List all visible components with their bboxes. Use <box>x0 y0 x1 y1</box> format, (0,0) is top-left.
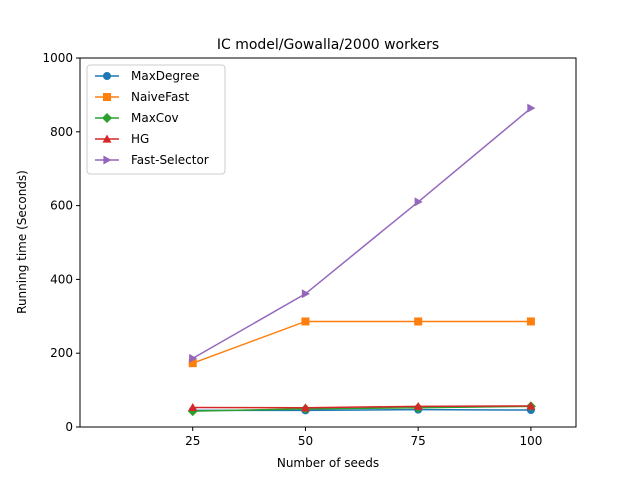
series-hg <box>188 401 536 412</box>
data-point-hg <box>413 401 423 410</box>
legend-label: MaxDegree <box>131 69 199 83</box>
legend-marker <box>102 113 112 123</box>
series-fast-selector <box>189 103 536 363</box>
data-point-hg <box>526 401 536 410</box>
data-point-fast-selector <box>414 197 423 207</box>
legend-entry-hg: HG <box>95 132 149 146</box>
data-point-naivefast <box>526 317 535 326</box>
y-tick-label: 400 <box>50 272 73 286</box>
y-axis-label: Running time (Seconds) <box>15 170 29 314</box>
y-tick-label: 800 <box>50 125 73 139</box>
legend-marker <box>103 155 112 165</box>
legend-entry-fast-selector: Fast-Selector <box>95 153 209 167</box>
data-point-naivefast <box>188 359 197 368</box>
legend: MaxDegree NaiveFast MaxCov HG Fast-Selector <box>86 64 226 175</box>
x-tick-label: 75 <box>411 434 426 448</box>
x-tick-label: 100 <box>519 434 542 448</box>
legend-entry-maxdegree: MaxDegree <box>95 69 199 83</box>
data-point-naivefast <box>301 317 310 326</box>
legend-marker <box>103 72 111 80</box>
legend-label: HG <box>131 132 149 146</box>
x-tick-label: 50 <box>298 434 313 448</box>
legend-label: Fast-Selector <box>131 153 209 167</box>
series-naivefast <box>188 317 535 368</box>
chart-title: IC model/Gowalla/2000 workers <box>217 37 439 53</box>
y-axis: 0 200 400 600 800 1000 <box>42 51 80 434</box>
data-point-fast-selector <box>527 103 536 113</box>
series-layer <box>187 103 536 417</box>
series-line-hg <box>192 405 531 409</box>
x-tick-label: 25 <box>185 434 200 448</box>
series-line-fast-selector <box>192 107 532 360</box>
legend-label: NaiveFast <box>131 90 190 104</box>
series-line-naivefast <box>192 320 531 364</box>
x-axis: 25 50 75 100 <box>185 427 542 448</box>
y-tick-label: 200 <box>50 346 73 360</box>
data-point-fast-selector <box>189 353 198 363</box>
plot-frame <box>79 57 577 428</box>
data-point-hg <box>188 402 198 412</box>
y-tick-label: 0 <box>65 420 73 434</box>
series-line-maxcov <box>192 405 531 412</box>
legend-box <box>86 64 226 175</box>
y-tick-label: 1000 <box>42 51 73 65</box>
legend-marker <box>103 93 111 101</box>
x-axis-label: Number of seeds <box>277 456 379 470</box>
data-point-fast-selector <box>301 289 310 299</box>
legend-label: MaxCov <box>131 111 179 125</box>
legend-entry-naivefast: NaiveFast <box>95 90 190 104</box>
legend-marker <box>102 134 112 143</box>
data-point-naivefast <box>414 317 423 326</box>
y-tick-label: 600 <box>50 199 73 213</box>
legend-entry-maxcov: MaxCov <box>95 111 179 125</box>
data-point-hg <box>300 403 310 412</box>
